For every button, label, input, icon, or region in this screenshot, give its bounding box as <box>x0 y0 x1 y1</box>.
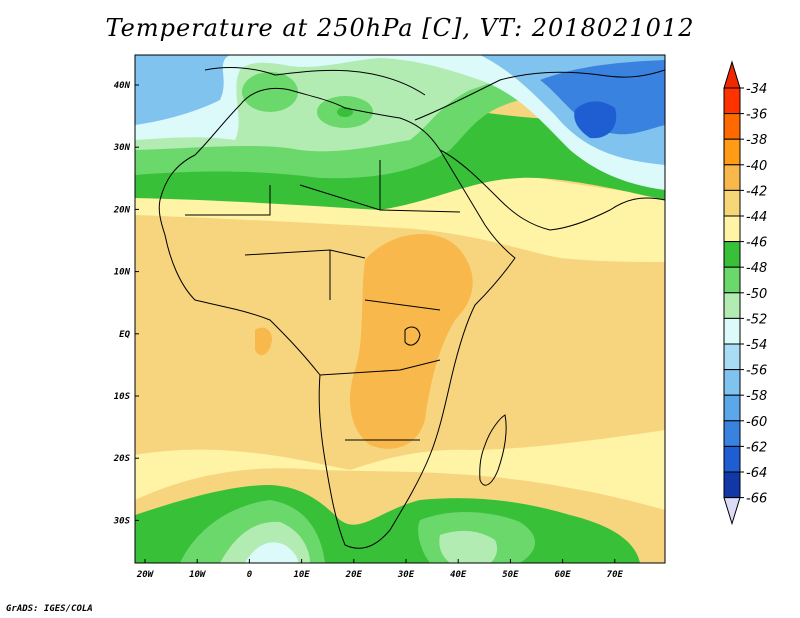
longitude-axis: 20W 10W 0 10E 20E 30E 40E 50E 60E 70E <box>136 559 624 580</box>
lat-tick-label: 10S <box>114 392 131 402</box>
lon-tick-label: 40E <box>450 570 467 580</box>
coastlines <box>158 67 665 549</box>
colorbar-label: -44 <box>746 210 767 225</box>
lon-tick-label: 50E <box>502 570 519 580</box>
field-50-48-southeast <box>439 530 498 563</box>
field-40-38-central <box>350 233 473 449</box>
lon-tick-label: 20W <box>136 570 155 580</box>
colorbar-label: -36 <box>746 108 767 123</box>
field-56-54-west <box>135 55 230 125</box>
field-60-58 <box>540 60 665 135</box>
colorbar-label: -60 <box>746 415 767 430</box>
colorbar-label: -40 <box>746 159 767 174</box>
colorbar-label: -48 <box>746 261 767 276</box>
lon-tick-label: 70E <box>607 570 624 580</box>
lake-victoria <box>404 326 421 346</box>
lon-tick-label: 20E <box>345 570 363 580</box>
colorbar-segment <box>723 369 741 396</box>
colorbar-label: -56 <box>746 364 767 379</box>
field-46-44-libya <box>337 107 353 117</box>
map-title: Temperature at 250hPa [C], VT: 201802101… <box>105 14 695 42</box>
colorbar-label: -34 <box>746 82 767 97</box>
colorbar-segment <box>723 87 741 115</box>
colorbar-label: -58 <box>746 389 767 404</box>
lat-tick-label: 30N <box>113 143 131 153</box>
middle-east-coastline <box>414 69 665 121</box>
colorbar-segment <box>723 164 741 191</box>
field-62-60 <box>574 101 617 139</box>
colorbar-label: -50 <box>746 287 767 302</box>
colorbar-label: -52 <box>746 312 767 327</box>
colorbar-segment <box>723 292 741 319</box>
colorbar-segment <box>723 343 741 371</box>
lat-tick-label: 30S <box>113 516 131 526</box>
lat-tick-label: 10N <box>114 268 131 278</box>
colorbar: -34 -36 -38 -40 -42 -44 -46 -48 -50 -52 -54 -56 -58 -… <box>723 60 767 526</box>
colorbar-segment <box>723 138 741 166</box>
lon-tick-label: 60E <box>554 570 571 580</box>
colorbar-segment <box>723 215 741 243</box>
arabia-coastline <box>439 149 665 231</box>
colorbar-segment <box>723 241 741 268</box>
lat-tick-label: 20S <box>113 454 131 464</box>
colorbar-label: -38 <box>746 133 767 148</box>
colorbar-segment <box>723 189 741 217</box>
colorbar-segment <box>723 394 741 422</box>
grads-credit: GrADS: IGES/COLA <box>6 604 93 614</box>
lat-tick-label: 40N <box>114 81 131 91</box>
colorbar-label: -54 <box>746 338 767 353</box>
colorbar-label: -66 <box>746 492 767 507</box>
plot-frame <box>134 54 666 564</box>
colorbar-label: -62 <box>746 440 767 455</box>
colorbar-bottom-arrow <box>723 497 741 526</box>
mediterranean-north-coastline <box>204 67 426 96</box>
colorbar-segment <box>723 471 741 499</box>
colorbar-segment <box>723 445 741 473</box>
lon-tick-label: 10E <box>293 570 310 580</box>
africa-coastline <box>158 87 516 549</box>
latitude-axis: 40N 30N 20N 10N EQ 10S 20S 30S <box>113 81 139 526</box>
colorbar-segment <box>723 266 741 294</box>
lon-tick-label: 10W <box>189 570 207 580</box>
lat-tick-label: 20N <box>113 205 131 215</box>
colorbar-segment <box>723 317 741 345</box>
lat-tick-label: EQ <box>119 330 130 340</box>
colorbar-label: -42 <box>746 184 767 199</box>
temperature-field <box>135 55 665 563</box>
colorbar-segment <box>723 113 741 140</box>
colorbar-top-arrow <box>723 60 741 89</box>
madagascar-coastline <box>479 414 507 486</box>
field-48-46-atlas <box>242 72 298 112</box>
colorbar-label: -46 <box>746 236 767 251</box>
field-40-38-gulf <box>255 327 272 356</box>
colorbar-segment <box>723 420 741 447</box>
colorbar-label: -64 <box>746 466 767 481</box>
lon-tick-label: 30E <box>397 570 415 580</box>
lon-tick-label: 0 <box>247 570 253 580</box>
field-52-50-south <box>245 542 298 563</box>
field-44-42-south <box>135 430 665 510</box>
country-borders <box>185 160 461 441</box>
